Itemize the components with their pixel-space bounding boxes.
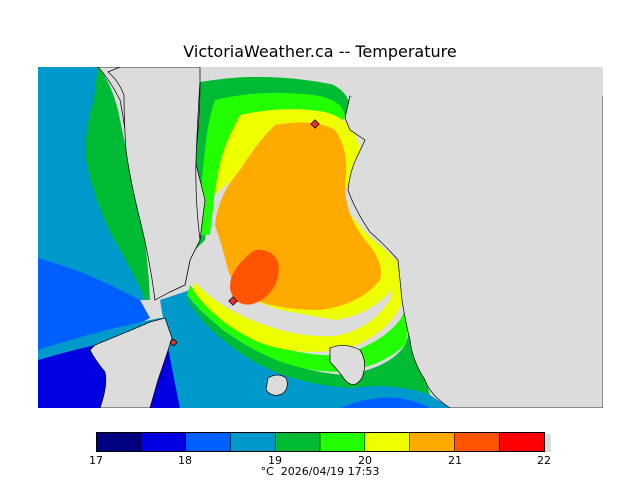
chart-title: VictoriaWeather.ca -- Temperature (183, 42, 457, 61)
peninsula-land (89, 317, 173, 408)
colorbar-cell (274, 432, 321, 452)
colorbar (96, 432, 551, 452)
colorbar-cell (230, 432, 276, 452)
temperature-map (38, 67, 603, 408)
strait-teal (160, 290, 450, 408)
colorbar-tick-label: 20 (358, 454, 372, 467)
colorbar-cell (409, 432, 456, 452)
timestamp: 2026/04/19 17:53 (280, 465, 380, 478)
island-small (265, 374, 288, 396)
island-south (329, 345, 365, 385)
colorbar-tick-label: 21 (448, 454, 462, 467)
station-marker (310, 119, 320, 129)
unit-label: °C (260, 465, 274, 478)
core-red-orange (230, 249, 279, 305)
south-blue-patch (340, 397, 430, 408)
station-marker (169, 338, 178, 347)
colorbar-cell (498, 432, 545, 452)
top-left-land (107, 67, 201, 301)
east-land (344, 67, 603, 408)
colorbar-cell (96, 432, 142, 452)
top-land (200, 67, 603, 96)
colorbar-tick-label: 17 (89, 454, 103, 467)
colorbar-cell (454, 432, 500, 452)
strait-bright-green (187, 285, 408, 372)
colorbar-cell (185, 432, 232, 452)
colorbar-tick-label: 19 (268, 454, 282, 467)
colorbar-tick-label: 18 (178, 454, 192, 467)
colorbar-shadow (545, 434, 551, 452)
colorbar-cell (364, 432, 411, 452)
strait-green (185, 295, 430, 395)
west-water-teal (38, 67, 145, 300)
strait-yellow (193, 262, 405, 352)
colorbar-cell (319, 432, 366, 452)
colorbar-cell (140, 432, 187, 452)
colorbar-tick-label: 22 (537, 454, 551, 467)
caption: °C 2026/04/19 17:53 (0, 465, 640, 478)
station-marker (228, 296, 238, 306)
